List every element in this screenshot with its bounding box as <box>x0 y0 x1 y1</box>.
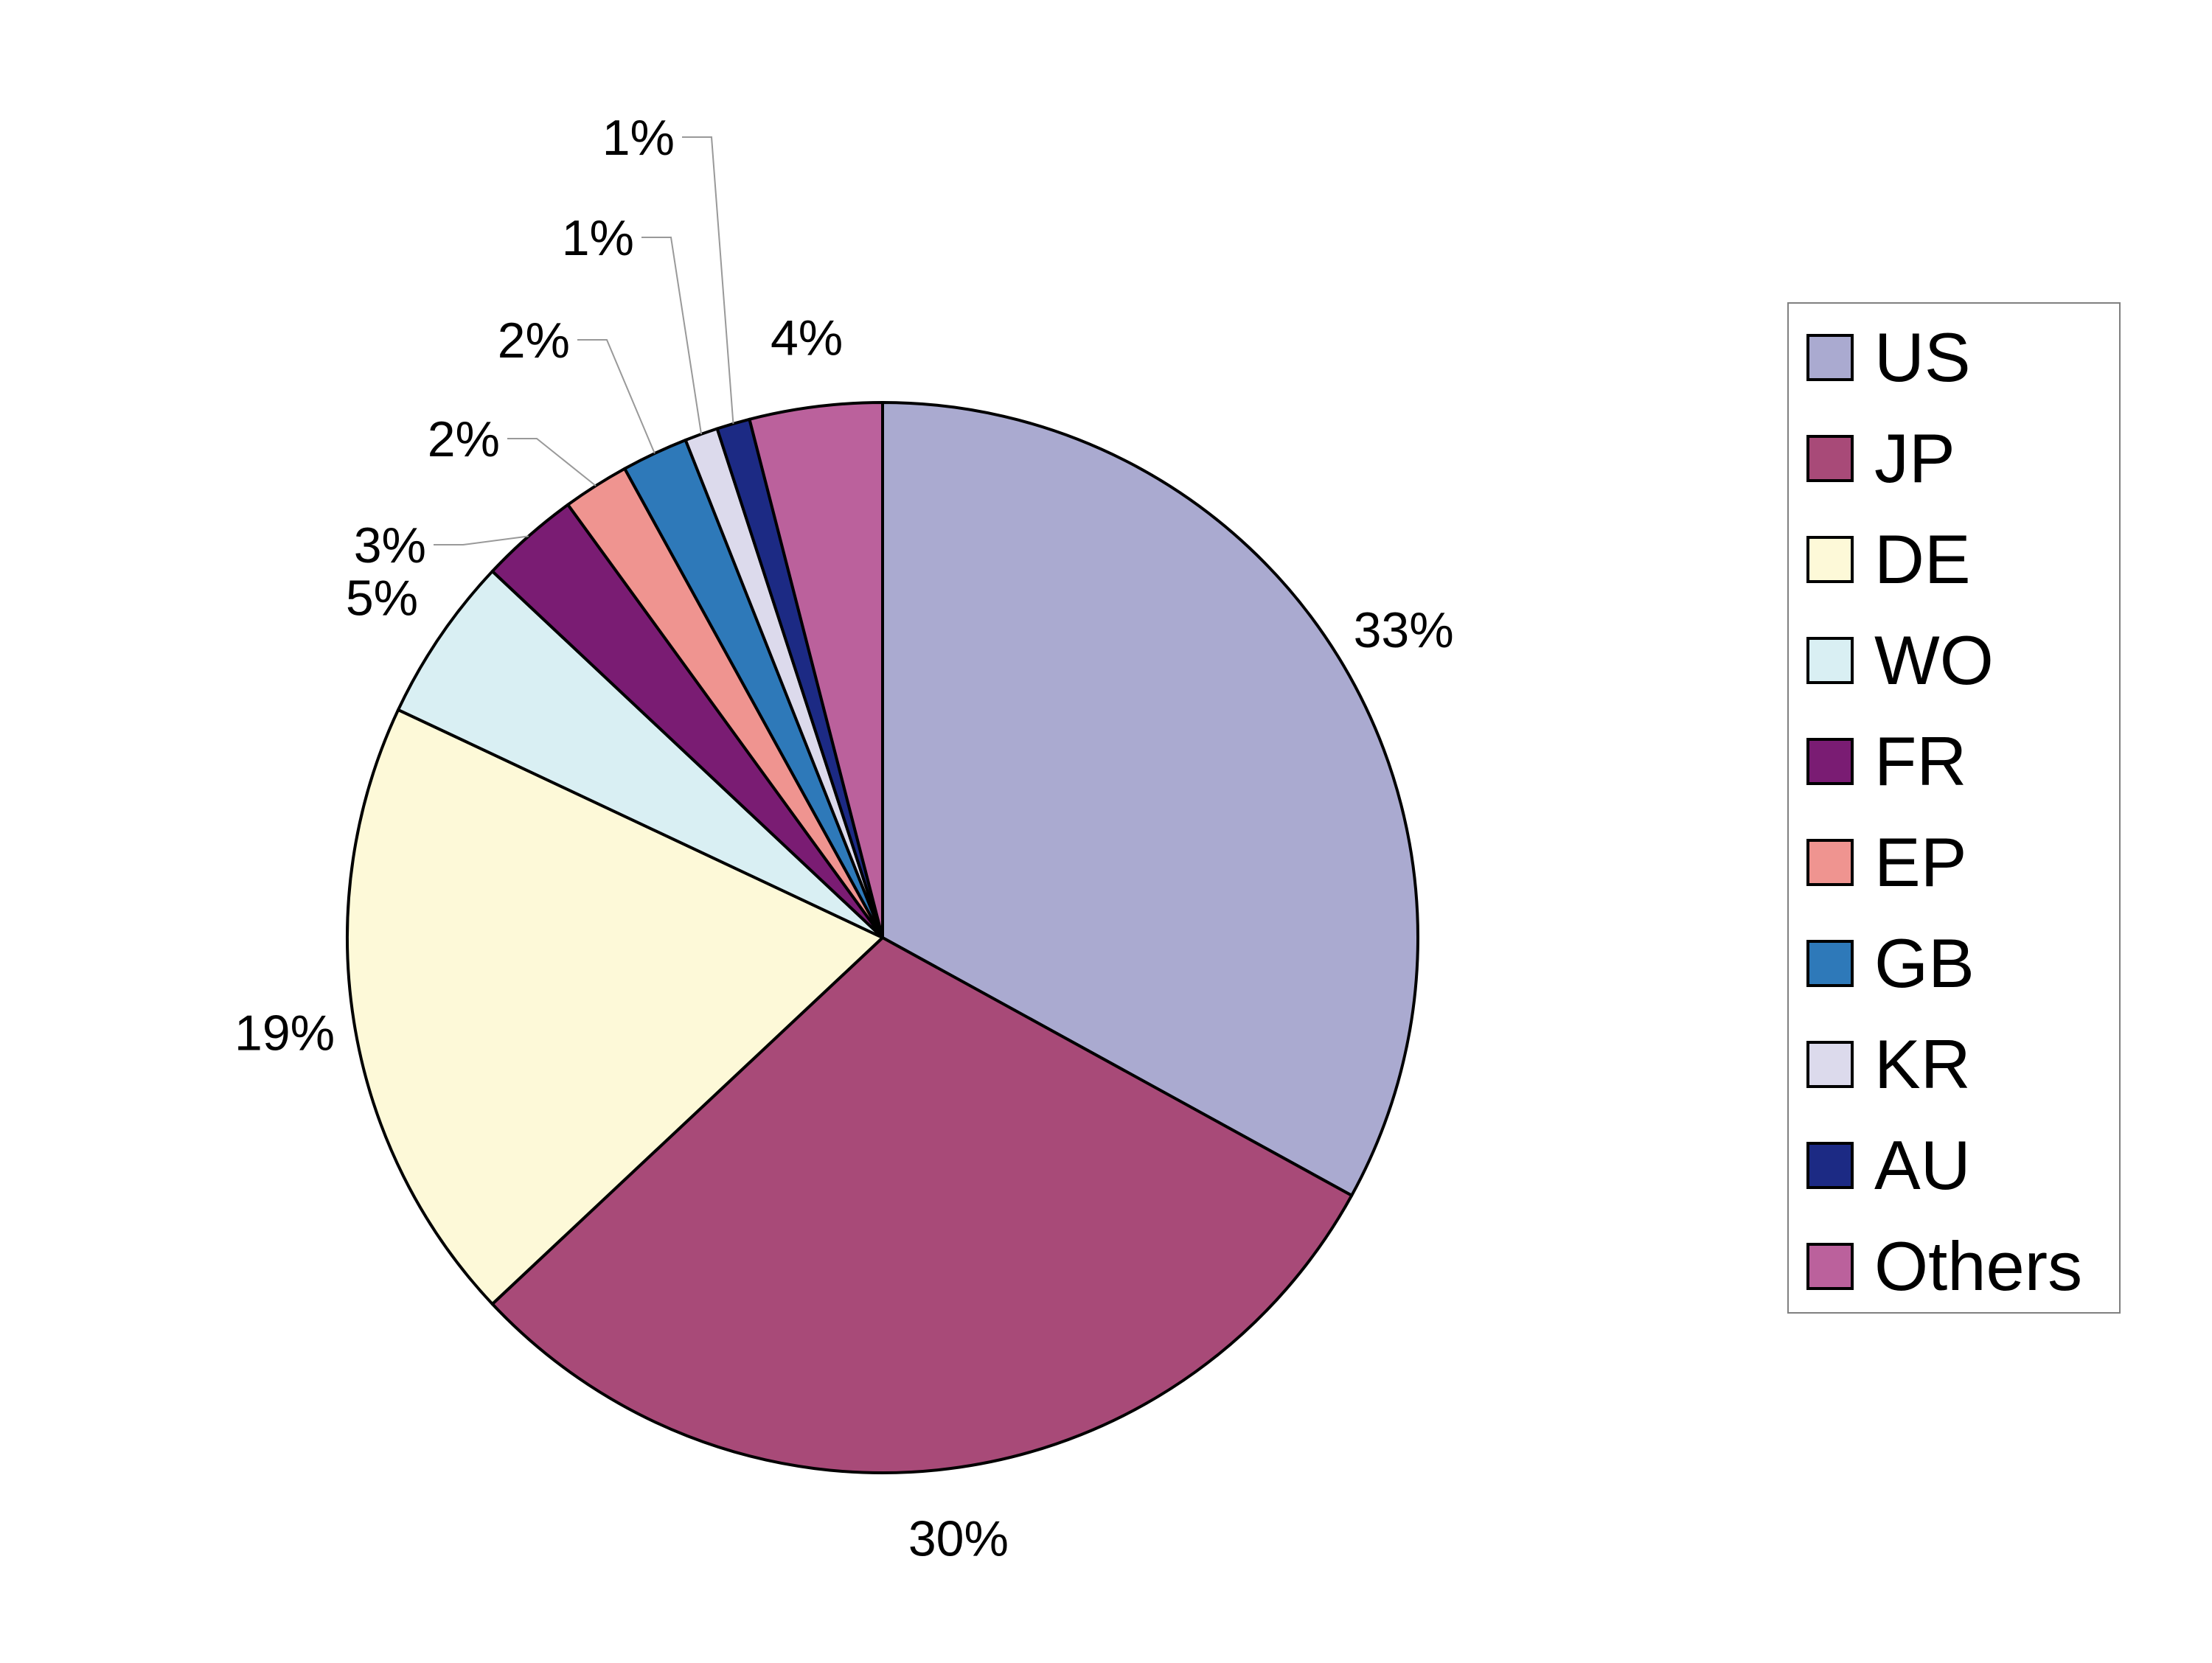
pie-slice-others <box>748 401 884 939</box>
pie-slice-wo <box>397 570 884 939</box>
legend-swatch-kr <box>1806 1041 1854 1088</box>
slice-label-others: 4% <box>771 310 843 366</box>
pie-slice-us <box>881 401 1419 1197</box>
leader-line-ep <box>507 438 597 487</box>
slice-label-gb: 2% <box>498 313 570 369</box>
leader-lines <box>434 136 734 545</box>
legend-swatch-others <box>1806 1243 1854 1290</box>
legend-swatch-fr <box>1806 738 1854 785</box>
pie-slice-jp <box>490 936 1354 1474</box>
slice-label-de: 19% <box>234 1005 335 1061</box>
legend-swatch-au <box>1806 1142 1854 1189</box>
legend-label-others: Others <box>1874 1227 2082 1305</box>
legend-swatch-de <box>1806 536 1854 583</box>
slice-label-au: 1% <box>602 110 675 166</box>
legend-label-au: AU <box>1874 1126 1971 1204</box>
legend-label-gb: GB <box>1874 924 1975 1002</box>
legend-label-fr: FR <box>1874 722 1966 800</box>
slice-value-labels: 33%30%19%5%3%2%2%1%1%4% <box>234 110 1454 1567</box>
slice-label-fr: 3% <box>354 517 426 573</box>
leader-line-au <box>682 136 734 424</box>
legend: US JP DE WO FR EP GB KR AU Others <box>1787 302 2121 1314</box>
slice-label-kr: 1% <box>562 210 634 266</box>
legend-label-jp: JP <box>1874 419 1955 497</box>
leader-line-gb <box>577 339 655 454</box>
pie-slices <box>346 401 1419 1474</box>
slice-label-wo: 5% <box>346 571 418 627</box>
slice-label-jp: 30% <box>908 1511 1009 1567</box>
slice-label-us: 33% <box>1354 602 1454 658</box>
legend-swatch-gb <box>1806 940 1854 987</box>
legend-label-us: US <box>1874 318 1971 396</box>
slice-label-ep: 2% <box>428 411 500 467</box>
legend-label-wo: WO <box>1874 621 1994 699</box>
legend-swatch-us <box>1806 334 1854 381</box>
legend-label-de: DE <box>1874 520 1971 598</box>
leader-line-fr <box>434 535 529 545</box>
legend-swatch-ep <box>1806 839 1854 886</box>
legend-swatch-jp <box>1806 435 1854 482</box>
legend-items: US JP DE WO FR EP GB KR AU Others <box>1806 318 2082 1305</box>
leader-line-kr <box>641 237 703 435</box>
legend-swatch-wo <box>1806 637 1854 684</box>
legend-label-kr: KR <box>1874 1025 1971 1103</box>
pie-slice-de <box>346 708 884 1305</box>
legend-label-ep: EP <box>1874 823 1966 901</box>
